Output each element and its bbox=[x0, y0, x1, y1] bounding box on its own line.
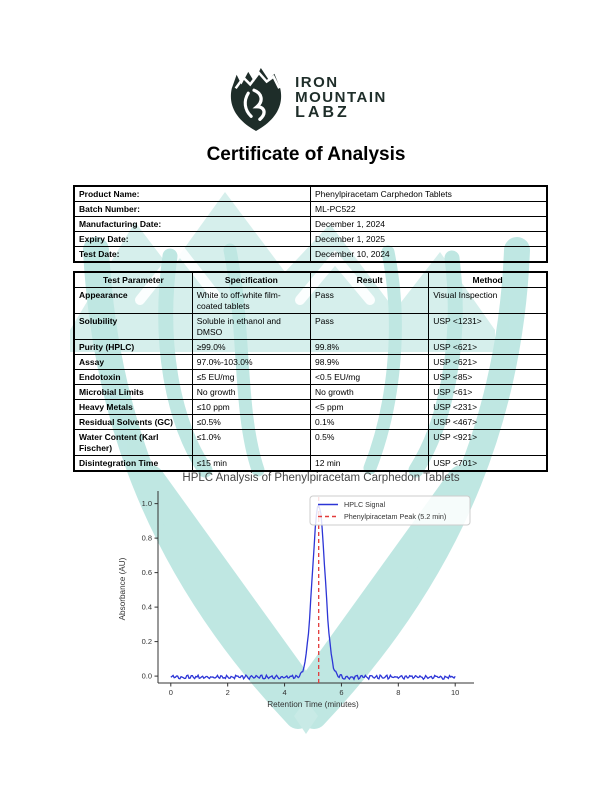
value-cell: Pass bbox=[309, 313, 430, 340]
value-cell: ≤0.5% bbox=[191, 414, 312, 430]
value-cell: Visual Inspection bbox=[428, 287, 548, 314]
result-row: Heavy Metals ≤10 ppm <5 ppm USP <231> bbox=[73, 399, 548, 415]
result-row: Endotoxin ≤5 EU/mg <0.5 EU/mg USP <85> bbox=[73, 369, 548, 385]
x-tick-label: 4 bbox=[282, 688, 286, 697]
value-cell: ≤10 ppm bbox=[191, 399, 312, 415]
result-row: Disintegration Time ≤15 min 12 min USP <701… bbox=[73, 455, 548, 472]
parameter-cell: Water Content (Karl Fischer) bbox=[73, 429, 193, 456]
value-cell: USP <701> bbox=[428, 455, 548, 472]
y-tick-label: 0.4 bbox=[142, 603, 152, 612]
value-cell: USP <61> bbox=[428, 384, 548, 400]
parameter-cell: Microbial Limits bbox=[73, 384, 193, 400]
info-value: December 10, 2024 bbox=[310, 246, 548, 263]
info-row: Manufacturing Date: December 1, 2024 bbox=[73, 216, 548, 232]
value-cell: <0.5 EU/mg bbox=[309, 369, 430, 385]
column-header: Test Parameter bbox=[73, 271, 193, 288]
x-tick-label: 8 bbox=[396, 688, 400, 697]
value-cell: USP <85> bbox=[428, 369, 548, 385]
info-row: Expiry Date: December 1, 2025 bbox=[73, 231, 548, 247]
info-value: Phenylpiracetam Carphedon Tablets bbox=[310, 185, 548, 202]
info-value: ML-PC522 bbox=[310, 201, 548, 217]
value-cell: Pass bbox=[309, 287, 430, 314]
y-tick-label: 0.2 bbox=[142, 637, 152, 646]
value-cell: 98.9% bbox=[309, 354, 430, 370]
y-tick-label: 0.8 bbox=[142, 534, 152, 543]
value-cell: USP <921> bbox=[428, 429, 548, 456]
brand-line-2: MOUNTAIN bbox=[295, 89, 387, 106]
info-label: Batch Number: bbox=[73, 201, 311, 217]
result-row: Water Content (Karl Fischer) ≤1.0% 0.5% USP… bbox=[73, 429, 548, 456]
result-row: Assay 97.0%-103.0% 98.9% USP <621> bbox=[73, 354, 548, 370]
info-value: December 1, 2024 bbox=[310, 216, 548, 232]
value-cell: White to off-white film-coated tablets bbox=[191, 287, 312, 314]
value-cell: USP <1231> bbox=[428, 313, 548, 340]
info-label: Product Name: bbox=[73, 185, 311, 202]
value-cell: No growth bbox=[309, 384, 430, 400]
y-tick-label: 1.0 bbox=[142, 499, 152, 508]
x-axis-label: Retention Time (minutes) bbox=[267, 700, 359, 709]
result-row: Purity (HPLC) ≥99.0% 99.8% USP <621> bbox=[73, 339, 548, 355]
legend-entry-peak: Phenylpiracetam Peak (5.2 min) bbox=[344, 512, 446, 521]
chart-legend bbox=[309, 495, 471, 526]
brand-wordmark: IRON MOUNTAIN LABZ bbox=[295, 75, 387, 121]
info-label: Test Date: bbox=[73, 246, 311, 263]
brand-logo: IRON MOUNTAIN LABZ bbox=[225, 62, 387, 134]
result-row: Solubility Soluble in ethanol and DMSO Pas… bbox=[73, 313, 548, 340]
hplc-signal-line bbox=[170, 504, 456, 681]
x-tick-label: 10 bbox=[451, 688, 459, 697]
column-header: Method bbox=[428, 271, 548, 288]
test-results-table: Test Parameter Specification Result Method … bbox=[73, 271, 548, 472]
parameter-cell: Assay bbox=[73, 354, 193, 370]
info-label: Expiry Date: bbox=[73, 231, 311, 247]
info-row: Test Date: December 10, 2024 bbox=[73, 246, 548, 263]
parameter-cell: Heavy Metals bbox=[73, 399, 193, 415]
parameter-cell: Residual Solvents (GC) bbox=[73, 414, 193, 430]
result-row: Microbial Limits No growth No growth USP <6… bbox=[73, 384, 548, 400]
column-header: Specification bbox=[191, 271, 312, 288]
value-cell: ≤15 min bbox=[191, 455, 312, 472]
parameter-cell: Solubility bbox=[73, 313, 193, 340]
y-axis-label: Absorbance (AU) bbox=[118, 557, 127, 620]
parameter-cell: Appearance bbox=[73, 287, 193, 314]
x-tick-label: 0 bbox=[169, 688, 173, 697]
document-title: Certificate of Analysis bbox=[206, 144, 406, 165]
y-tick-label: 0.6 bbox=[142, 568, 152, 577]
value-cell: 99.8% bbox=[309, 339, 430, 355]
mountain-shield-icon bbox=[225, 62, 287, 134]
info-value: December 1, 2025 bbox=[310, 231, 548, 247]
parameter-cell: Endotoxin bbox=[73, 369, 193, 385]
hplc-chart: HPLC Analysis of Phenylpiracetam Carphed… bbox=[112, 468, 496, 714]
value-cell: USP <467> bbox=[428, 414, 548, 430]
value-cell: 97.0%-103.0% bbox=[191, 354, 312, 370]
result-row: Appearance White to off-white film-coated… bbox=[73, 287, 548, 314]
value-cell: 0.1% bbox=[309, 414, 430, 430]
info-row: Product Name: Phenylpiracetam Carphedon T… bbox=[73, 185, 548, 202]
column-header: Result bbox=[309, 271, 430, 288]
value-cell: <5 ppm bbox=[309, 399, 430, 415]
info-row: Batch Number: ML-PC522 bbox=[73, 201, 548, 217]
chart-title: HPLC Analysis of Phenylpiracetam Carphed… bbox=[182, 472, 459, 484]
value-cell: ≤5 EU/mg bbox=[191, 369, 312, 385]
legend-entry-signal: HPLC Signal bbox=[344, 500, 386, 509]
x-tick-label: 2 bbox=[226, 688, 230, 697]
product-info-table: Product Name: Phenylpiracetam Carphedon T… bbox=[73, 185, 548, 263]
brand-line-1: IRON bbox=[295, 74, 339, 91]
value-cell: USP <621> bbox=[428, 339, 548, 355]
value-cell: ≥99.0% bbox=[191, 339, 312, 355]
value-cell: USP <621> bbox=[428, 354, 548, 370]
value-cell: USP <231> bbox=[428, 399, 548, 415]
brand-header: IRON MOUNTAIN LABZ bbox=[0, 62, 612, 139]
value-cell: Soluble in ethanol and DMSO bbox=[191, 313, 312, 340]
value-cell: ≤1.0% bbox=[191, 429, 312, 456]
x-tick-label: 6 bbox=[339, 688, 343, 697]
info-label: Manufacturing Date: bbox=[73, 216, 311, 232]
brand-line-3: LABZ bbox=[295, 104, 350, 121]
value-cell: No growth bbox=[191, 384, 312, 400]
value-cell: 0.5% bbox=[309, 429, 430, 456]
result-row: Residual Solvents (GC) ≤0.5% 0.1% USP <467> bbox=[73, 414, 548, 430]
parameter-cell: Purity (HPLC) bbox=[73, 339, 193, 355]
value-cell: 12 min bbox=[309, 455, 430, 472]
y-tick-label: 0.0 bbox=[142, 672, 152, 681]
